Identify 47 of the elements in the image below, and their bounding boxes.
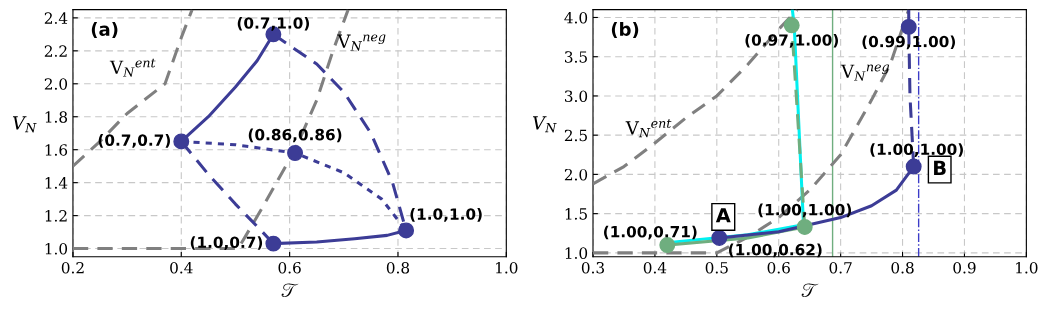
annotation: B [934, 160, 946, 175]
y-tick-label: 1.0 [565, 247, 588, 259]
y-tick-label: 1.4 [45, 177, 68, 189]
annotation: (b) [611, 21, 639, 39]
x-tick-label: 0.4 [170, 261, 193, 274]
x-tick-label: 0.4 [643, 261, 667, 274]
y-tick-label: 3.5 [565, 51, 587, 63]
x-tick-label: 0.7 [829, 261, 852, 274]
x-tick-label: 0.6 [278, 261, 301, 274]
y-tick-label: 1.5 [565, 208, 587, 220]
y-tick-label: 3.0 [565, 90, 588, 102]
annotation: V$_{N}$$^{ent}$ [109, 58, 156, 77]
annotation: V$_{N}$$^{neg}$ [337, 34, 386, 51]
annotation: (1.0,1.0) [410, 208, 482, 222]
y-tick-label: 2.2 [44, 45, 67, 57]
x-tick-label: 0.3 [581, 261, 605, 274]
x-tick-label: 0.6 [767, 261, 790, 274]
y-tick-label: 1.8 [45, 111, 68, 123]
y-axis-title: V$_{N}$ [12, 116, 37, 133]
annotation: (1.00,0.62) [729, 243, 822, 258]
y-tick-label: 1.0 [45, 243, 68, 255]
y-tick-label: 2.4 [44, 12, 68, 24]
x-tick-label: 1.0 [1016, 261, 1038, 274]
annotation: (0.7,1.0) [237, 16, 310, 31]
y-tick-label: 2.0 [564, 168, 588, 181]
y-axis-title: V$_{N}$ [532, 116, 557, 133]
annotation: V$_{N}$$^{neg}$ [840, 64, 890, 81]
y-tick-label: 2.5 [564, 129, 587, 142]
x-tick-label: 1.0 [496, 261, 518, 274]
annotation: (1.0,0.7) [190, 236, 263, 250]
y-tick-label: 1.6 [45, 144, 68, 156]
annotation: (a) [91, 22, 118, 39]
annotation: (0.86,0.86) [248, 128, 342, 143]
annotation: (1.00,0.71) [604, 225, 697, 240]
annotation: A [715, 208, 731, 223]
x-tick-label: 0.8 [386, 261, 410, 274]
x-tick-label: 0.8 [891, 261, 914, 274]
x-axis-title: 𝒯 [801, 283, 819, 298]
y-tick-label: 2.0 [44, 78, 68, 90]
y-tick-label: 1.2 [45, 210, 67, 222]
x-tick-label: 0.5 [705, 261, 728, 274]
x-axis-title: 𝒯 [281, 283, 299, 298]
y-tick-label: 4.0 [564, 11, 588, 24]
x-tick-label: 0.9 [953, 261, 976, 274]
annotation: (0.7,0.7) [98, 134, 170, 148]
annotation: V$_{N}$$^{ent}$ [625, 119, 672, 138]
x-tick-label: 0.2 [61, 261, 84, 274]
